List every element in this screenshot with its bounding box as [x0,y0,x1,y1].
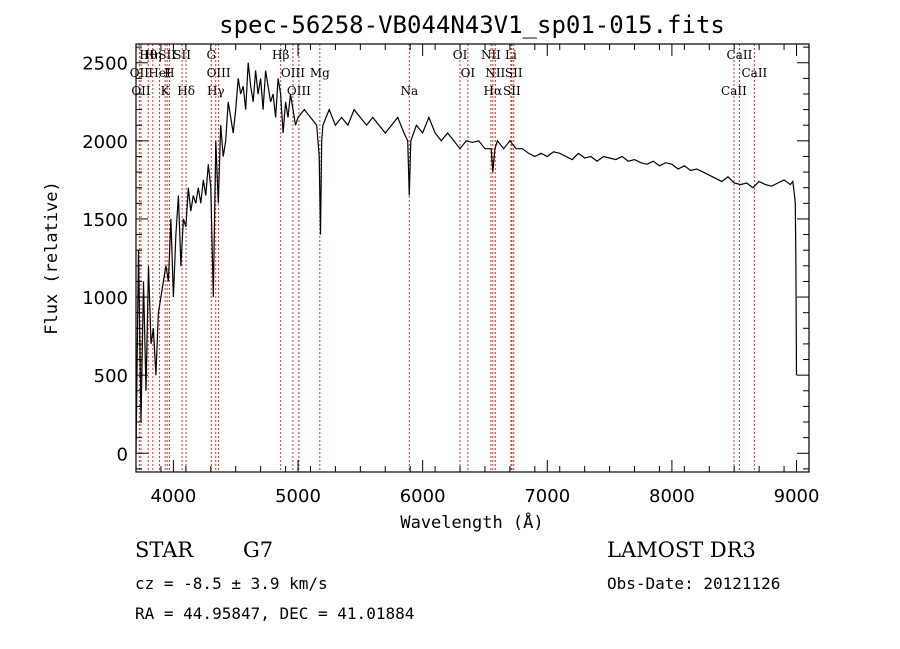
spectral-line-labels: Hθ OII OII Hη HeI K SII HHδ SII OIII Hγ G OIII OIII Hβ… [130,48,768,98]
spectral-line-label: Hθ [139,48,157,62]
spectral-line-label: Mg [310,66,330,80]
spectral-line-label: OI [453,48,468,62]
spectrum-series-line [135,62,798,454]
spectral-line-label: CaII [727,48,753,62]
y-tick-label: 2000 [82,132,128,153]
y-axis-label: Flux (relative) [42,181,62,335]
plot-area-frame [135,43,810,473]
spectral-line-label: OIII [281,66,305,80]
y-tick-label: 1500 [82,210,128,231]
y-tick-label: 2500 [82,54,128,75]
axis-ticks [135,44,810,472]
x-tick-label: 7000 [524,486,570,507]
spectral-line-label: SII [503,84,521,98]
redshift-cz: cz = -8.5 ± 3.9 km/s [135,574,328,593]
spectral-line-label: Hη [144,48,162,62]
x-tick-label: 5000 [275,486,321,507]
y-tick-label: 0 [117,444,128,465]
spectral-line-label: Hγ [207,84,225,98]
spectral-line-label: SII [505,66,523,80]
spectral-line-label: Na [400,84,418,98]
spectral-line-label: H [164,66,174,80]
x-tick-label: 8000 [649,486,695,507]
spectral-line-markers [138,44,755,472]
spectral-line-label: OIII [207,66,231,80]
survey-name: LAMOST DR3 [607,538,756,562]
spectral-line-label: CaII [721,84,747,98]
spectral-line-label: NII [485,66,505,80]
spectral-line-label: NII [481,48,501,62]
y-tick-label: 500 [94,366,128,387]
y-tick-label: 1000 [82,288,128,309]
spectral-line-label: G [206,48,216,62]
coordinates: RA = 44.95847, DEC = 41.01884 [135,604,414,623]
spectral-line-label: HeI [148,66,171,80]
spectral-line-label: SII [158,48,176,62]
chart-title: spec-56258-VB044N43V1_sp01-015.fits [219,11,725,39]
x-axis-label: Wavelength (Å) [400,511,543,533]
x-tick-label: 4000 [150,486,196,507]
object-subclass: G7 [243,538,273,562]
spectral-line-label: Hδ [177,84,195,98]
spectral-line-label: Hα [484,84,503,98]
axis-tick-labels: 4000 5000 6000 7000 8000 9000 0 500 1000 1500 2000… [82,54,819,507]
spectral-line-label: OI [461,66,476,80]
x-tick-label: 6000 [400,486,446,507]
spectral-line-label: OII [131,84,151,98]
x-tick-label: 9000 [774,486,820,507]
spectral-line-label: Hβ [272,48,289,62]
spectral-line-label: OII [130,66,150,80]
observation-date: Obs-Date: 20121126 [607,574,780,593]
spectral-line-label: CaII [741,66,767,80]
spectral-line-label: Li [505,48,517,62]
object-class: STAR [135,538,194,562]
spectral-line-label: OIII [287,84,311,98]
spectral-line-label: K [161,84,171,98]
spectral-line-label: SII [173,48,191,62]
